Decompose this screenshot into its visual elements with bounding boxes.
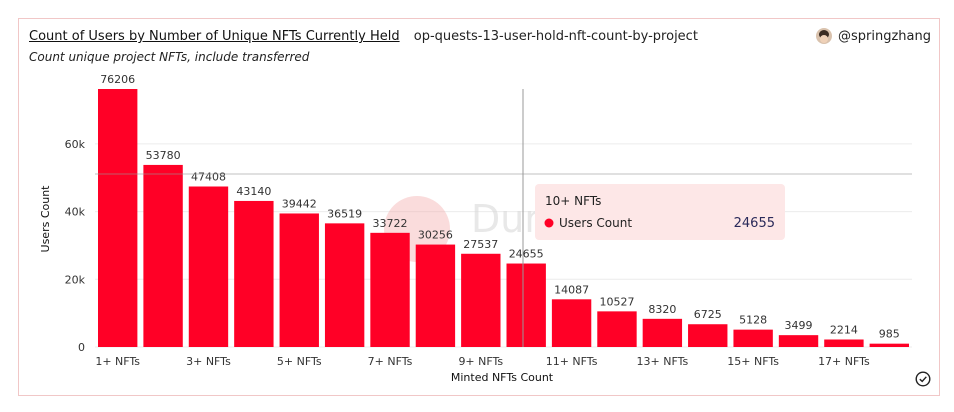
x-tick-label: 17+ NFTs — [818, 355, 870, 368]
bar[interactable] — [688, 324, 728, 347]
bar-value-label: 36519 — [327, 207, 362, 220]
bar[interactable] — [506, 263, 546, 347]
bar[interactable] — [733, 329, 773, 347]
bar[interactable] — [551, 299, 592, 347]
y-tick-label: 40k — [65, 206, 86, 219]
x-tick-label: 3+ NFTs — [186, 355, 231, 368]
bar-value-label: 8320 — [648, 303, 676, 316]
bar-labels: 76206 53780 47408 43140 39442 36519 33722 30256… — [100, 73, 900, 341]
bar-value-label: 53780 — [146, 149, 181, 162]
x-tick-label: 11+ NFTs — [546, 355, 598, 368]
bar[interactable] — [324, 223, 365, 347]
check-circle-icon[interactable] — [915, 371, 931, 387]
y-tick-label: 20k — [65, 273, 86, 286]
author-name[interactable]: @springzhang — [838, 28, 931, 44]
tooltip-series-dot — [544, 218, 554, 228]
x-tick-label: 7+ NFTs — [368, 355, 413, 368]
x-tick-label: 9+ NFTs — [458, 355, 503, 368]
bar-value-label: 14087 — [554, 283, 589, 296]
x-axis-label: Minted NFTs Count — [451, 371, 554, 384]
x-axis-ticks: 1+ NFTs 3+ NFTs 5+ NFTs 7+ NFTs 9+ NFTs 11+ N… — [95, 355, 870, 368]
bar[interactable] — [370, 232, 410, 347]
bar[interactable] — [597, 311, 637, 347]
x-tick-label: 1+ NFTs — [95, 355, 140, 368]
bar[interactable] — [824, 339, 864, 347]
tooltip-box — [535, 184, 785, 240]
bar[interactable] — [461, 253, 501, 347]
bar-value-label: 30256 — [418, 229, 453, 242]
tooltip: 10+ NFTs Users Count 24655 — [535, 184, 785, 240]
y-tick-label: 0 — [78, 341, 85, 354]
chart-header: Count of Users by Number of Unique NFTs … — [29, 29, 698, 44]
y-axis-label: Users Count — [39, 185, 52, 253]
bar[interactable] — [778, 335, 819, 347]
bar[interactable] — [234, 200, 274, 347]
bar[interactable] — [188, 186, 229, 347]
bar[interactable] — [143, 164, 183, 347]
bar-value-label: 10527 — [599, 295, 634, 308]
bar-value-label: 2214 — [830, 324, 858, 337]
chart-card: Count of Users by Number of Unique NFTs … — [18, 18, 940, 396]
bar-value-label: 43140 — [236, 185, 271, 198]
bar-value-label: 5128 — [739, 314, 767, 327]
bar-chart: Dune 76206537804740843140394423651933722… — [39, 73, 912, 384]
bar-value-label: 47408 — [191, 170, 226, 183]
bar-value-label: 27537 — [463, 238, 498, 251]
avatar — [816, 28, 832, 44]
y-axis-ticks: 0 20k 40k 60k — [65, 138, 86, 354]
bar-value-label: 985 — [879, 328, 900, 341]
y-tick-label: 60k — [65, 138, 86, 151]
bar-value-label: 6725 — [694, 308, 722, 321]
bar-value-label: 39442 — [282, 197, 317, 210]
chart-title-link[interactable]: Count of Users by Number of Unique NFTs … — [29, 29, 400, 44]
bar-value-label: 24655 — [509, 248, 544, 261]
bar[interactable] — [415, 244, 456, 347]
bars — [98, 89, 909, 347]
tooltip-title: 10+ NFTs — [545, 194, 601, 208]
query-name: op-quests-13-user-hold-nft-count-by-proj… — [413, 29, 698, 44]
bar[interactable] — [279, 213, 319, 347]
x-tick-label: 5+ NFTs — [277, 355, 322, 368]
bar[interactable] — [869, 343, 909, 347]
bar-value-label: 76206 — [100, 73, 135, 86]
tooltip-value: 24655 — [734, 216, 775, 231]
x-tick-label: 13+ NFTs — [637, 355, 689, 368]
tooltip-series-label: Users Count — [559, 216, 632, 230]
chart-subtitle: Count unique project NFTs, include trans… — [29, 50, 310, 64]
bar[interactable] — [642, 318, 683, 347]
author-link[interactable]: @springzhang — [816, 28, 931, 44]
bar-value-label: 33722 — [373, 217, 408, 230]
x-tick-label: 15+ NFTs — [727, 355, 779, 368]
bar-value-label: 3499 — [785, 319, 813, 332]
bar[interactable] — [98, 89, 138, 347]
